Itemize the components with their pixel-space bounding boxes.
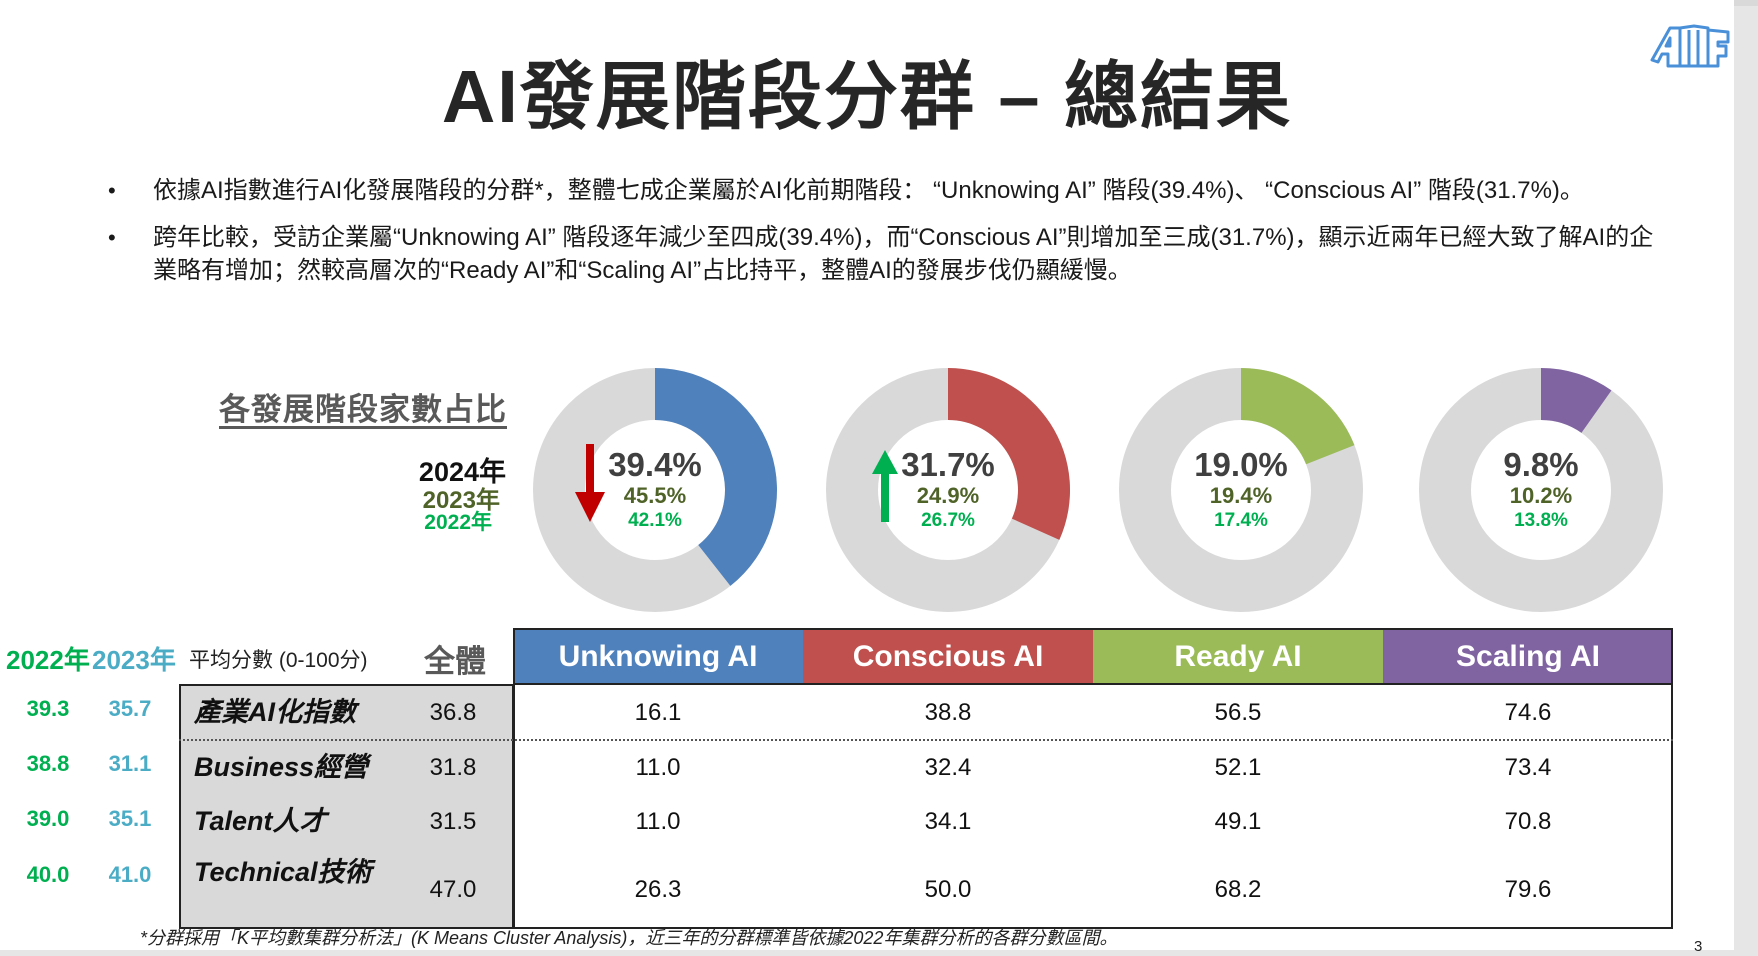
footnote: *分群採用「K平均數集群分析法」(K Means Cluster Analysi… — [140, 928, 1118, 948]
year-header-2022: 2022年 — [6, 645, 90, 675]
score-2022: 40.0 — [26, 862, 70, 887]
legend-2022: 2022年 — [424, 511, 492, 534]
score-2022: 38.8 — [26, 751, 70, 776]
score-ready: 56.5 — [1214, 699, 1262, 726]
donut-ready-ai: 19.0% 19.4% 17.4% — [1119, 368, 1363, 612]
row-label: Talent人才 — [194, 806, 327, 836]
row-label: 產業AI化指數 — [194, 697, 356, 727]
score-2022: 39.0 — [26, 806, 70, 831]
score-overall: 31.8 — [429, 754, 477, 781]
score-unknowing: 11.0 — [635, 808, 681, 835]
score-scaling: 79.6 — [1504, 876, 1552, 903]
score-scaling: 70.8 — [1504, 808, 1552, 835]
donut-scaling-ai: 9.8% 10.2% 13.8% — [1419, 368, 1663, 612]
bullet-text: 跨年比較，受訪企業屬“Unknowing AI” 階段逐年減少至四成(39.4%… — [153, 224, 1654, 284]
score-overall: 36.8 — [429, 699, 477, 726]
trend-up-arrow-icon — [872, 450, 898, 522]
donut-chart — [533, 368, 777, 612]
donut-chart — [1119, 368, 1363, 612]
year-header-2023: 2023年 — [92, 645, 176, 675]
score-conscious: 38.8 — [924, 699, 972, 726]
score-unknowing: 16.1 — [634, 699, 682, 726]
value-2023: 10.2% — [1509, 483, 1573, 508]
score-scaling: 73.4 — [1504, 754, 1552, 781]
aiif-logo-icon — [1650, 24, 1730, 68]
aiif-logo — [1650, 22, 1732, 72]
donut-section-heading: 各發展階段家數占比 — [219, 392, 507, 427]
score-conscious: 32.4 — [924, 754, 972, 781]
header-divider — [513, 683, 1673, 685]
value-2024: 9.8% — [1503, 446, 1579, 483]
avg-score-label: 平均分數 (0-100分) — [189, 649, 368, 672]
value-2023: 45.5% — [623, 483, 687, 508]
score-overall: 47.0 — [429, 876, 477, 903]
score-ready: 68.2 — [1214, 876, 1262, 903]
bullet-text: 依據AI指數進行AI化發展階段的分群*，整體七成企業屬於AI化前期階段： “Un… — [153, 177, 1584, 204]
value-2023: 19.4% — [1209, 483, 1273, 508]
value-2022: 17.4% — [1214, 510, 1268, 531]
score-2023: 41.0 — [108, 862, 152, 887]
value-2024: 31.7% — [901, 446, 995, 483]
bullet-item: • 跨年比較，受訪企業屬“Unknowing AI” 階段逐年減少至四成(39.… — [108, 221, 1668, 287]
bullet-dot: • — [108, 178, 116, 203]
score-ready: 49.1 — [1214, 808, 1262, 835]
donut-segment — [1541, 368, 1612, 433]
header-ready-ai: Ready AI — [1093, 628, 1383, 684]
value-2022: 42.1% — [628, 510, 682, 531]
score-overall: 31.5 — [429, 808, 477, 835]
donut-unknowing-ai: 39.4% 45.5% 42.1% — [533, 368, 777, 612]
donut-segment — [1241, 368, 1355, 465]
row-label: Business經營 — [194, 752, 369, 782]
legend-2024: 2024年 — [418, 457, 506, 487]
page-number: 3 — [1694, 938, 1703, 955]
score-scaling: 74.6 — [1504, 699, 1552, 726]
donut-segment — [948, 368, 1070, 540]
score-2023: 35.1 — [108, 806, 152, 831]
bullet-list: • 依據AI指數進行AI化發展階段的分群*，整體七成企業屬於AI化前期階段： “… — [108, 174, 1668, 301]
score-unknowing: 26.3 — [634, 876, 682, 903]
value-2024: 39.4% — [608, 446, 702, 483]
row-divider-dotted — [179, 739, 1673, 741]
header-scaling-ai: Scaling AI — [1383, 628, 1673, 684]
donut-segment — [655, 368, 777, 586]
row-label: Technical技術 — [194, 857, 372, 887]
score-2023: 35.7 — [108, 696, 152, 721]
score-conscious: 34.1 — [924, 808, 972, 835]
header-unknowing-ai: Unknowing AI — [513, 628, 803, 684]
header-conscious-ai: Conscious AI — [803, 628, 1093, 684]
legend-2023: 2023年 — [422, 487, 500, 514]
score-conscious: 50.0 — [924, 876, 972, 903]
value-2022: 13.8% — [1514, 510, 1568, 531]
value-2022: 26.7% — [921, 510, 975, 531]
donut-chart — [826, 368, 1070, 612]
bullet-item: • 依據AI指數進行AI化發展階段的分群*，整體七成企業屬於AI化前期階段： “… — [108, 174, 1668, 207]
trend-down-arrow-icon — [575, 444, 605, 522]
donut-chart — [1419, 368, 1663, 612]
value-2023: 24.9% — [916, 483, 980, 508]
score-2022: 39.3 — [26, 696, 70, 721]
score-2023: 31.1 — [108, 751, 152, 776]
donut-conscious-ai: 31.7% 24.9% 26.7% — [826, 368, 1070, 612]
value-2024: 19.0% — [1194, 446, 1288, 483]
overall-label: 全體 — [424, 644, 486, 679]
score-ready: 52.1 — [1214, 754, 1262, 781]
bullet-dot: • — [108, 225, 116, 250]
page-title: AI發展階段分群 – 總結果 — [441, 55, 1293, 138]
score-unknowing: 11.0 — [635, 754, 681, 781]
